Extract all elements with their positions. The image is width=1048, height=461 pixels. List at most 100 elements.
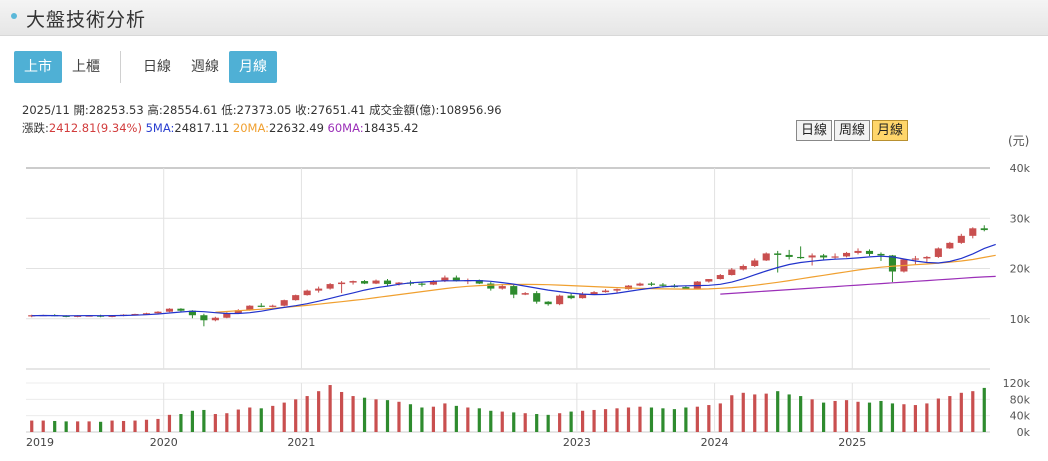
ma20-line [215, 254, 996, 313]
volume-bar [512, 412, 516, 432]
tab-daily[interactable]: 日線 [143, 59, 171, 75]
volume-bar [695, 406, 699, 432]
ma60-value: 18435.42 [363, 121, 419, 135]
turnover-label: 成交金額(億): [369, 103, 440, 117]
volume-bar [282, 402, 286, 432]
candle-body [957, 235, 965, 243]
ohlc-summary: 2025/11 開:28253.53 高:28554.61 低:27373.05… [22, 102, 502, 118]
candle-body [360, 281, 369, 284]
candle-body [659, 284, 667, 286]
candle-body [808, 255, 816, 258]
volume-bar [535, 414, 539, 432]
candle-body [751, 260, 759, 266]
ma20-value: 22632.49 [269, 121, 324, 135]
candle-body [716, 275, 724, 280]
candle-body [728, 269, 736, 276]
volume-bar [856, 401, 860, 432]
candle-body [556, 295, 564, 305]
volume-bar [580, 410, 585, 432]
volume-bar [374, 399, 378, 432]
ma-summary: 漲跌:2412.81(9.34%) 5MA:24817.11 20MA:2263… [22, 120, 419, 136]
volume-bar [500, 411, 504, 432]
candle-body [246, 305, 254, 311]
volume-bar [213, 414, 217, 432]
tab-weekly[interactable]: 週線 [191, 59, 219, 75]
candle-body [303, 290, 311, 296]
volume-bar [764, 393, 768, 432]
volume-bar [202, 409, 206, 432]
tab-listed-market[interactable]: 上市 [14, 51, 62, 83]
volume-bar [98, 421, 103, 432]
candle-body [234, 310, 242, 314]
volume-axis-label: 80k [1010, 393, 1031, 406]
candle-body [739, 265, 747, 270]
volume-bar [844, 400, 849, 432]
candle-body [774, 253, 782, 255]
volume-bar [317, 391, 321, 432]
candle-body [395, 282, 403, 285]
x-tick-label: 2023 [563, 436, 591, 449]
turnover-value: 108956.96 [439, 103, 502, 117]
candle-body [533, 293, 541, 302]
candle-body [854, 250, 862, 253]
candle-body [877, 253, 885, 256]
period-daily-button[interactable]: 日線 [796, 120, 833, 141]
candle-body [969, 228, 977, 236]
volume-bar [271, 405, 275, 432]
candle-body [579, 294, 587, 299]
tab-monthly[interactable]: 月線 [229, 51, 277, 83]
period-monthly-button[interactable]: 月線 [872, 120, 909, 141]
candle-body [762, 253, 770, 261]
candle-body [934, 248, 942, 257]
page-title: 大盤技術分析 [26, 9, 147, 31]
volume-bar [684, 407, 688, 432]
volume-bar [902, 404, 906, 432]
candle-body [452, 277, 460, 281]
low-value: 27373.05 [236, 103, 292, 117]
volume-bar [156, 418, 160, 432]
candle-body [647, 283, 656, 285]
price-axis-label: 40k [1010, 162, 1031, 175]
candle-body [223, 313, 231, 318]
candle-body [601, 290, 610, 293]
volume-bar [385, 400, 390, 432]
tab-otc-market[interactable]: 上櫃 [72, 59, 100, 75]
candle-body [785, 254, 793, 257]
ma20-label: 20MA: [232, 121, 270, 135]
candle-body [154, 311, 162, 314]
volume-bar [53, 420, 57, 432]
period-weekly-button[interactable]: 周線 [834, 120, 871, 141]
close-label: 收: [295, 103, 311, 117]
price-axis-label: 20k [1010, 263, 1031, 276]
candle-body [292, 295, 300, 301]
volume-bar [833, 400, 837, 432]
x-tick-label: 2021 [287, 436, 315, 449]
price-axis-label: 10k [1010, 313, 1031, 326]
volume-bar [753, 394, 757, 432]
candle-body [498, 286, 506, 289]
ma60-label: 60MA: [327, 121, 364, 135]
candle-body [131, 313, 139, 316]
volume-axis-label: 0k [1017, 426, 1031, 439]
volume-bar [443, 403, 447, 432]
volume-bar [867, 402, 872, 432]
candle-body [797, 256, 805, 259]
volume-bar [948, 396, 952, 432]
volume-bar [121, 420, 126, 432]
volume-axis-label: 40k [1010, 410, 1031, 423]
volume-bar [477, 408, 481, 432]
volume-bar [741, 392, 745, 432]
volume-bar [236, 409, 240, 432]
volume-bar [810, 399, 814, 432]
candle-body [510, 286, 518, 295]
price-axis-label: 30k [1010, 212, 1031, 225]
candle-body [682, 287, 690, 289]
volume-bar [626, 407, 631, 432]
volume-bar [799, 396, 803, 432]
change-value: 2412.81(9.34%) [48, 121, 142, 135]
close-value: 27651.41 [310, 103, 366, 117]
candle-body [911, 258, 919, 260]
candle-body [521, 293, 529, 295]
volume-bar [615, 408, 619, 432]
